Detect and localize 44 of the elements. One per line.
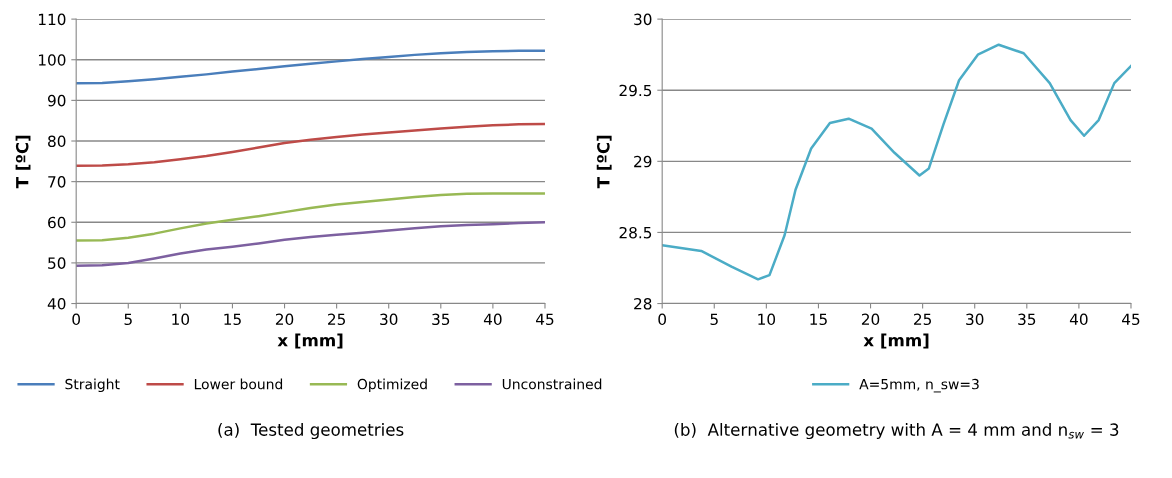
legend-label: Lower bound (194, 378, 283, 390)
y-tick-label: 110 (38, 13, 66, 26)
y-axis-title: T [ºC] (15, 135, 31, 189)
y-tick-label: 80 (48, 135, 66, 148)
x-tick-label: 25 (328, 313, 346, 326)
x-tick-label: 5 (124, 313, 132, 326)
y-tick-label: 28 (634, 298, 652, 310)
y-tick-label: 90 (47, 94, 66, 107)
y-tick-label: 28.5 (619, 226, 652, 239)
x-tick-label: 35 (1018, 313, 1036, 326)
legend-label: A=5mm, n_sw=3 (859, 378, 979, 393)
x-axis-title: x [mm] (863, 333, 929, 349)
y-tick-label: 29 (634, 155, 652, 168)
x-tick-label: 30 (966, 313, 984, 326)
x-tick-label: 10 (172, 313, 190, 326)
y-tick-label: 100 (38, 54, 66, 66)
x-tick-label: 15 (224, 313, 241, 326)
x-tick-label: 20 (861, 313, 880, 326)
x-tick-label: 25 (914, 313, 932, 326)
x-tick-label: 45 (1122, 313, 1140, 326)
x-tick-label: 0 (72, 313, 81, 326)
text: (a) Tested geometries (218, 422, 404, 440)
legend-label: Unconstrained (502, 378, 602, 390)
x-tick-label: 45 (536, 313, 554, 326)
x-axis-title: x [mm] (277, 333, 343, 349)
y-tick-label: 29.5 (619, 84, 652, 97)
x-tick-label: 0 (658, 313, 667, 326)
y-axis-title: T [ºC] (596, 135, 612, 189)
text: (b) Alternative geometry with A = 4 mm and n$_{sw}$ = 3 (674, 422, 1119, 440)
x-tick-label: 40 (1069, 313, 1088, 326)
x-tick-label: 35 (432, 313, 450, 326)
x-tick-label: 30 (380, 313, 398, 326)
legend-label: Optimized (357, 378, 427, 393)
x-tick-label: 40 (483, 313, 502, 326)
y-tick-label: 40 (47, 298, 66, 310)
x-tick-label: 20 (275, 313, 294, 326)
x-tick-label: 5 (710, 313, 718, 326)
y-tick-label: 60 (48, 216, 66, 229)
y-tick-label: 50 (48, 257, 66, 269)
y-tick-label: 70 (48, 176, 66, 188)
y-tick-label: 30 (634, 13, 652, 26)
legend-label: Straight (65, 378, 120, 393)
x-tick-label: 15 (810, 313, 827, 326)
x-tick-label: 10 (758, 313, 776, 326)
